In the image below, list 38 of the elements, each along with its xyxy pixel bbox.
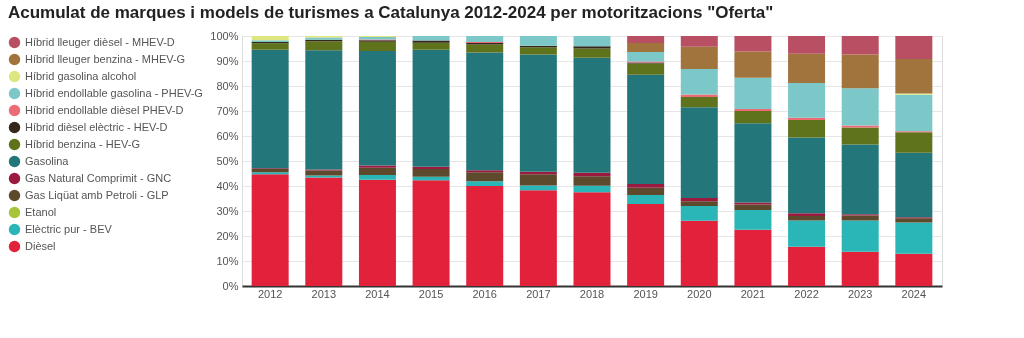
- y-tick-label: 10%: [216, 254, 239, 267]
- legend-label: Híbrid gasolina alcohol: [25, 69, 137, 82]
- legend-label: Híbrid endollable gasolina - PHEV-G: [25, 86, 203, 99]
- y-tick-label: 70%: [216, 104, 239, 117]
- x-tick-label: 2022: [794, 287, 819, 300]
- x-tick-label: 2020: [687, 287, 712, 300]
- y-tick-label: 80%: [216, 79, 239, 92]
- legend-label: Dièsel: [25, 239, 56, 252]
- y-tick-label: 60%: [216, 129, 239, 142]
- x-tick-label: 2021: [740, 287, 766, 300]
- x-tick-label: 2018: [579, 287, 605, 300]
- y-tick-label: 50%: [216, 154, 239, 167]
- legend-label: Híbrid endollable dièsel PHEV-D: [25, 103, 184, 116]
- x-tick-label: 2024: [901, 287, 927, 300]
- x-tick-label: 2015: [418, 287, 444, 300]
- legend-label: Etanol: [25, 205, 57, 218]
- legend-label: Gas Liqüat amb Petroli - GLP: [25, 188, 169, 201]
- x-tick-label: 2023: [847, 287, 873, 300]
- y-tick-label: 30%: [216, 204, 239, 217]
- legend-label: Gas Natural Comprimit - GNC: [25, 171, 172, 184]
- x-tick-label: 2019: [633, 287, 658, 300]
- legend-label: Elèctric pur - BEV: [25, 222, 113, 235]
- legend-label: Híbrid dièsel elèctric - HEV-D: [25, 120, 168, 133]
- chart-title: Acumulat de marques i models de turismes a Catalunya 2012-2024 per motoritzacions "Oferta": [8, 3, 774, 22]
- legend-label: Híbrid lleuger benzina - MHEV-G: [25, 52, 186, 65]
- legend-label: Híbrid lleuger dièsel - MHEV-D: [25, 35, 175, 48]
- x-tick-label: 2016: [472, 287, 497, 300]
- x-tick-label: 2012: [257, 287, 283, 300]
- x-tick-label: 2013: [311, 287, 337, 300]
- x-tick-label: 2017: [526, 287, 551, 300]
- y-tick-label: 40%: [216, 179, 239, 192]
- y-tick-label: 20%: [216, 229, 239, 242]
- y-tick-label: 100%: [210, 29, 239, 42]
- x-tick-label: 2014: [365, 287, 390, 300]
- y-tick-label: 0%: [222, 279, 239, 292]
- legend-label: Híbrid benzina - HEV-G: [25, 137, 140, 150]
- legend-label: Gasolina: [25, 154, 70, 167]
- y-tick-label: 90%: [216, 54, 239, 67]
